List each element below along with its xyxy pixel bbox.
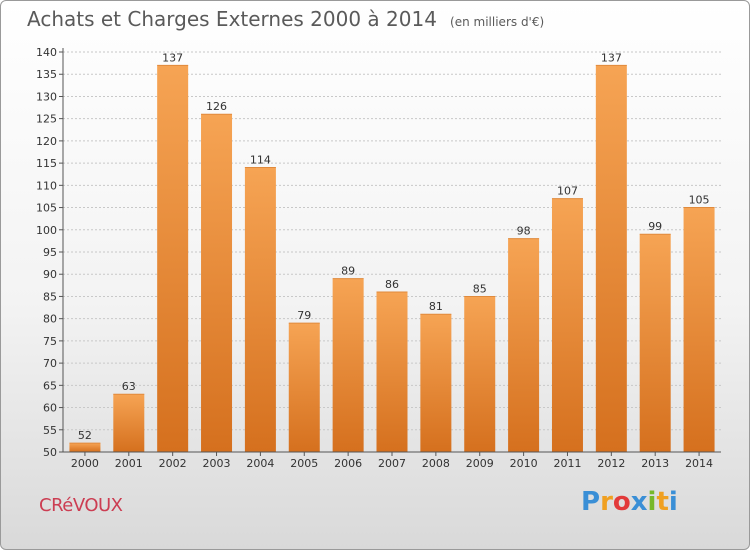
y-tick-label: 110 [36,179,57,192]
y-tick-label: 90 [43,268,57,281]
value-label: 107 [557,185,578,198]
y-tick-label: 65 [43,379,57,392]
y-tick-label: 95 [43,246,57,259]
y-tick-label: 100 [36,224,57,237]
y-tick-label: 130 [36,90,57,103]
bar-2003 [201,114,233,452]
x-tick-label: 2014 [685,457,713,470]
logo-letter: t [656,487,669,517]
bar-2000 [69,443,101,452]
bar-2011 [551,198,583,452]
bar-2001 [113,394,145,452]
bar-2010 [508,238,540,452]
x-tick-label: 2004 [246,457,274,470]
bar-2006 [332,278,364,452]
chart-subtitle: (en milliers d'€) [450,15,545,29]
x-tick-label: 2001 [115,457,143,470]
y-tick-label: 125 [36,113,57,126]
value-label: 89 [341,265,355,278]
value-label: 126 [206,100,227,113]
title-row: Achats et Charges Externes 2000 à 2014 (… [27,7,544,31]
x-tick-label: 2005 [290,457,318,470]
x-tick-label: 2011 [553,457,581,470]
logo-letter: i [668,487,678,517]
place-name: CRéVOUX [39,495,123,516]
x-tick-label: 2003 [203,457,231,470]
y-tick-label: 55 [43,424,57,437]
y-tick-label: 120 [36,135,57,148]
x-tick-label: 2006 [334,457,362,470]
value-label: 137 [162,51,183,64]
logo-letter: o [612,487,631,517]
value-label: 85 [473,282,487,295]
bar-2012 [595,65,627,452]
logo-letter: r [600,487,613,517]
bar-2009 [464,296,496,452]
x-tick-label: 2008 [422,457,450,470]
y-tick-label: 50 [43,446,57,459]
chart-title: Achats et Charges Externes 2000 à 2014 [27,7,437,31]
value-label: 99 [648,220,662,233]
x-tick-label: 2010 [510,457,538,470]
value-label: 98 [517,225,531,238]
value-label: 137 [601,51,622,64]
axes: 50 55 60 65 70 75 80 85 90 95 100 105 110 115 120 125 13… [36,46,721,470]
value-label: 52 [78,429,92,442]
value-label: 114 [250,154,271,167]
logo-letter: x [630,487,648,517]
bar-2013 [639,234,671,452]
y-tick-label: 135 [36,68,57,81]
x-tick-label: 2013 [641,457,669,470]
proxiti-logo: Proxiti [581,487,678,517]
logo-letter: P [581,487,601,517]
bar-2004 [244,167,276,453]
bar-2005 [288,323,320,452]
x-tick-label: 2002 [159,457,187,470]
bar-2014 [683,207,715,452]
y-tick-label: 70 [43,357,57,370]
y-tick-label: 75 [43,335,57,348]
bar-2007 [376,292,408,452]
value-label: 63 [122,380,136,393]
y-tick-label: 140 [36,46,57,59]
bars: 52 63 137 126 114 79 89 86 81 85 98 107 137 99 105 [69,51,715,453]
x-tick-label: 2012 [597,457,625,470]
y-tick-label: 115 [36,157,57,170]
y-tick-label: 80 [43,313,57,326]
value-label: 81 [429,300,443,313]
x-tick-label: 2009 [466,457,494,470]
x-tick-label: 2000 [71,457,99,470]
logo-letter: i [647,487,657,517]
bar-2008 [420,314,452,452]
value-label: 79 [297,309,311,322]
x-tick-label: 2007 [378,457,406,470]
y-tick-label: 60 [43,402,57,415]
value-label: 105 [689,194,710,207]
y-tick-label: 85 [43,290,57,303]
value-label: 86 [385,278,399,291]
bar-2002 [157,65,189,452]
y-tick-label: 105 [36,202,57,215]
